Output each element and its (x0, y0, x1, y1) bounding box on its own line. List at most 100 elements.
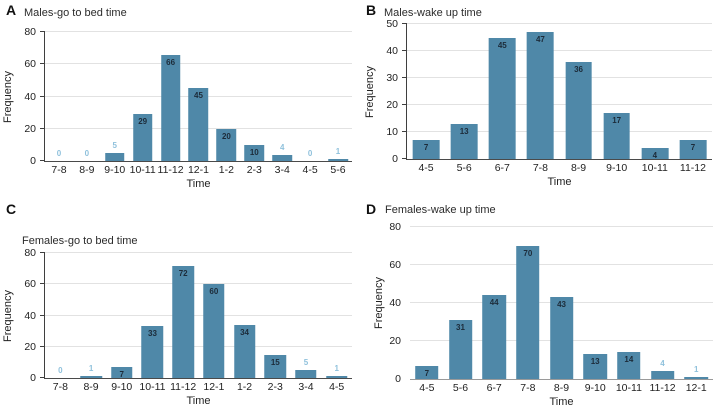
y-tick-mark (402, 131, 407, 132)
bar-slot: 4 (636, 24, 674, 160)
bar-slot: 1 (321, 253, 352, 378)
bar-slot: 31 (444, 227, 478, 379)
panel-c: C Females-go to bed time Frequency Time … (0, 199, 360, 411)
bar (482, 295, 506, 379)
bar-slot: 44 (477, 227, 511, 379)
bar-slot: 13 (445, 24, 483, 159)
y-tick-label: 0 (395, 373, 401, 385)
bar-slot: 5 (101, 32, 129, 161)
bar-value-label: 70 (523, 249, 533, 258)
y-tick-label: 20 (24, 340, 36, 353)
x-tick-label: 11-12 (679, 162, 706, 174)
y-tick-mark (40, 31, 45, 32)
gridline (407, 131, 712, 132)
bar (412, 140, 440, 159)
x-tick-label: 6-7 (494, 162, 510, 174)
bar (684, 377, 708, 379)
y-tick-label: 60 (24, 58, 36, 71)
bar-slot: 0 (296, 32, 324, 161)
x-tick-label: 11-12 (170, 381, 197, 393)
y-tick-mark (40, 160, 45, 161)
bar-value-label: 0 (58, 366, 63, 375)
bar-slot: 45 (185, 32, 213, 161)
bar-value-label: 5 (303, 358, 309, 368)
x-tick-label: 1-2 (218, 164, 234, 176)
x-tick-label: 12-1 (685, 382, 707, 394)
x-axis-label: Time (549, 396, 574, 408)
x-tick-label: 1-2 (236, 381, 253, 393)
y-tick-mark (40, 314, 45, 316)
y-tick-mark (40, 95, 45, 97)
y-tick-label: 80 (389, 221, 401, 233)
bar-value-label: 45 (194, 91, 203, 101)
x-tick-label: 4-5 (302, 164, 318, 176)
x-tick-label: 4-5 (329, 381, 345, 393)
bar-slot: 13 (578, 227, 612, 379)
bar-value-label: 0 (56, 149, 62, 158)
bar-value-label: 43 (557, 300, 566, 310)
bar-chart: Frequency Time 0 20 40 60 80 0 1 7 33 72 60 34 15 5 1 7… (2, 247, 352, 407)
bar (325, 376, 348, 378)
bar (328, 159, 348, 161)
y-axis-label: Frequency (2, 70, 14, 123)
y-tick-label: 40 (386, 45, 398, 57)
bars-area: 7 13 45 47 36 17 4 7 (407, 24, 712, 160)
gridline (407, 104, 712, 105)
gridline (407, 77, 712, 78)
y-tick-mark (402, 50, 407, 51)
x-tick-label: 2-3 (267, 381, 283, 393)
y-tick-label: 0 (392, 153, 398, 165)
bar (583, 354, 607, 379)
bar-value-label: 15 (270, 357, 280, 367)
panel-b: B Males-wake up time Frequency Time 0 10 2… (360, 0, 720, 205)
bar-value-label: 20 (221, 131, 231, 141)
bar-value-label: 14 (624, 355, 634, 365)
bar-slot: 7 (674, 24, 712, 159)
bar-chart: Frequency Time 0 10 20 30 40 50 7 13 45 47 36 17 4 7 4… (364, 18, 712, 188)
y-tick-label: 20 (389, 335, 401, 347)
panel-letter: C (6, 201, 17, 217)
y-tick-mark (40, 345, 45, 347)
x-tick-labels: 7-8 8-9 9-10 10-11 11-12 12-1 1-2 2-3 3-4 4-5 5-6 (45, 161, 352, 176)
y-tick-mark (40, 63, 45, 65)
bar (80, 376, 102, 378)
y-tick-mark (402, 23, 407, 24)
y-tick-label: 40 (24, 309, 36, 322)
bar-slot: 17 (598, 24, 636, 159)
y-tick-label: 30 (386, 72, 398, 84)
bar-value-label: 7 (119, 370, 124, 379)
bar-slot: 47 (521, 24, 559, 159)
bar-value-label: 7 (690, 143, 696, 153)
x-tick-labels: 7-8 8-9 9-10 10-11 11-12 12-1 1-2 2-3 3-4 4-5 (45, 378, 352, 393)
y-axis-label: Frequency (373, 277, 385, 329)
x-tick-label: 10-11 (129, 164, 156, 176)
y-tick-label: 80 (24, 26, 36, 38)
panel-letter: A (6, 2, 17, 18)
bar-value-label: 44 (489, 298, 499, 308)
chart-title: Females-go to bed time (22, 235, 138, 247)
x-tick-label: 5-6 (456, 162, 472, 174)
bar-value-label: 60 (209, 287, 219, 297)
x-tick-label: 10-11 (615, 382, 642, 394)
bar-value-label: 33 (148, 329, 157, 339)
y-tick-label: 0 (30, 372, 36, 384)
bar-value-label: 34 (240, 327, 250, 337)
y-tick-label: 60 (24, 278, 36, 291)
bar-value-label: 13 (459, 126, 469, 136)
y-tick-mark (40, 127, 45, 129)
bar-slot: 70 (511, 227, 545, 379)
bar-value-label: 36 (574, 64, 584, 74)
chart-title: Females-wake up time (385, 204, 496, 216)
bar (641, 148, 669, 159)
bar (111, 367, 133, 378)
chart-title: Males-wake up time (384, 7, 482, 19)
bar (549, 297, 574, 379)
bar-value-label: 1 (88, 364, 94, 374)
bar-slot: 34 (229, 253, 260, 378)
bar-value-label: 4 (660, 359, 665, 369)
panel-d: D Females-wake up time Frequency Time 0 2… (360, 199, 720, 411)
x-tick-label: 7-8 (52, 381, 68, 393)
bars-area: 0 1 7 33 72 60 34 15 5 1 (45, 253, 352, 379)
bar (264, 354, 287, 378)
